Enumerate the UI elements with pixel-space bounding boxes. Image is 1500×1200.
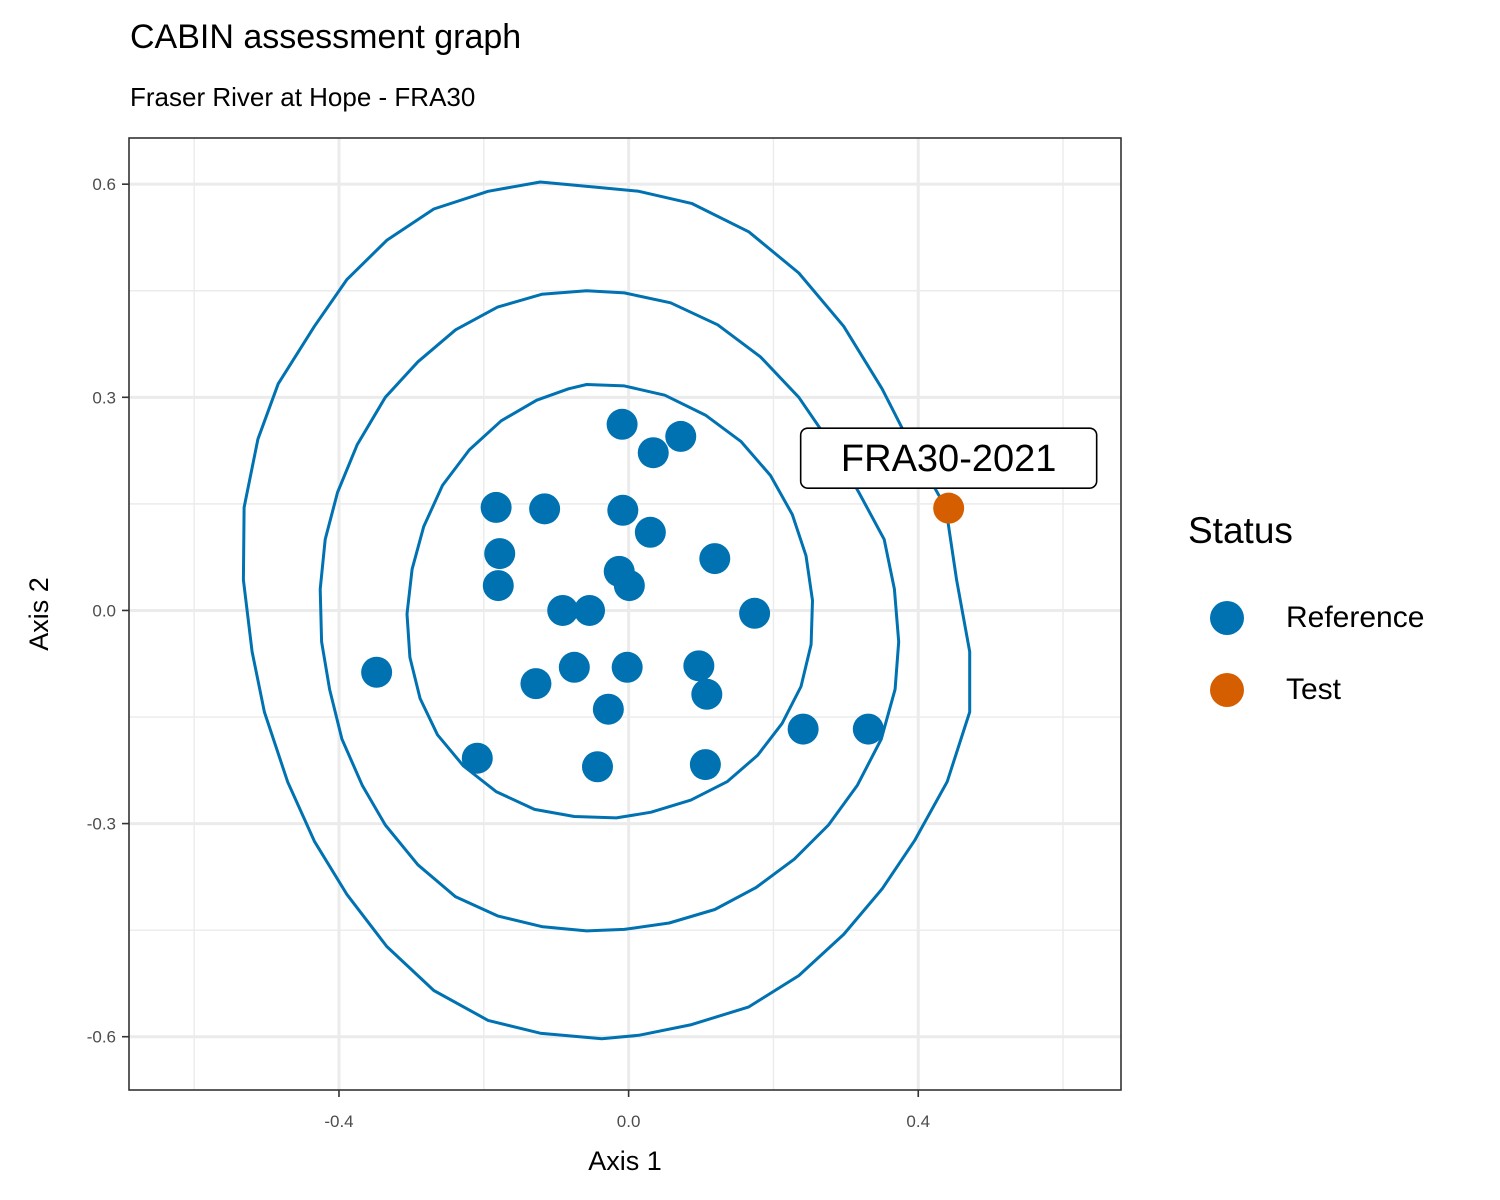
x-tick-label: 0.4: [906, 1112, 930, 1131]
y-tick-label: 0.6: [92, 175, 116, 194]
legend-label-reference: Reference: [1286, 601, 1425, 634]
point-reference: [581, 751, 613, 783]
ellipse-ring-3: [405, 383, 814, 820]
point-reference: [592, 693, 624, 725]
point-reference: [606, 408, 638, 440]
point-reference: [547, 594, 579, 626]
y-tick-label: 0.3: [92, 388, 116, 407]
point-reference: [461, 742, 493, 774]
legend-item-test: Test: [1188, 654, 1424, 726]
legend: Status Reference Test: [1188, 510, 1424, 726]
point-reference: [574, 594, 606, 626]
chart-title: CABIN assessment graph: [130, 18, 522, 56]
point-reference: [613, 570, 645, 602]
point-reference: [482, 570, 514, 602]
point-reference: [520, 668, 552, 700]
point-reference: [637, 437, 669, 469]
legend-key-test: [1210, 673, 1244, 707]
axis-ticks: -0.4 0.0 0.4 -0.6 -0.3 0.0 0.3 0.6: [87, 175, 930, 1131]
y-tick-label: 0.0: [92, 601, 116, 620]
plot-panel: [129, 138, 1121, 1090]
point-reference: [787, 713, 819, 745]
legend-label-test: Test: [1286, 673, 1342, 706]
x-tick-label: 0.0: [617, 1112, 641, 1131]
chart-subtitle: Fraser River at Hope - FRA30: [130, 82, 476, 112]
y-tick-label: -0.3: [87, 815, 116, 834]
y-tick-label: -0.6: [87, 1028, 116, 1047]
point-reference: [689, 749, 721, 781]
point-reference: [634, 516, 666, 548]
grid-major: [129, 138, 1121, 1090]
point-reference: [665, 420, 697, 452]
point-reference: [691, 678, 723, 710]
point-reference: [739, 597, 771, 629]
point-reference: [699, 543, 731, 575]
annotation-label: FRA30-2021: [841, 438, 1056, 480]
point-reference: [484, 538, 516, 570]
point-reference: [611, 651, 643, 683]
plot-border: [128, 137, 1122, 1091]
data-points: [361, 408, 965, 783]
point-reference: [480, 491, 512, 523]
point-reference: [852, 713, 884, 745]
point-reference: [683, 650, 715, 682]
legend-key-reference: [1210, 601, 1244, 635]
annotation-box: [799, 427, 1098, 489]
point-reference: [607, 494, 639, 526]
point-test: [933, 492, 965, 524]
x-axis-title: Axis 1: [588, 1146, 662, 1176]
y-axis-title: Axis 2: [24, 577, 54, 651]
point-reference: [529, 493, 561, 525]
point-reference: [558, 651, 590, 683]
x-tick-label: -0.4: [324, 1112, 353, 1131]
legend-item-reference: Reference: [1188, 582, 1424, 654]
point-annotation: FRA30-2021: [799, 427, 1098, 489]
legend-title: Status: [1188, 510, 1293, 551]
point-reference: [361, 656, 393, 688]
